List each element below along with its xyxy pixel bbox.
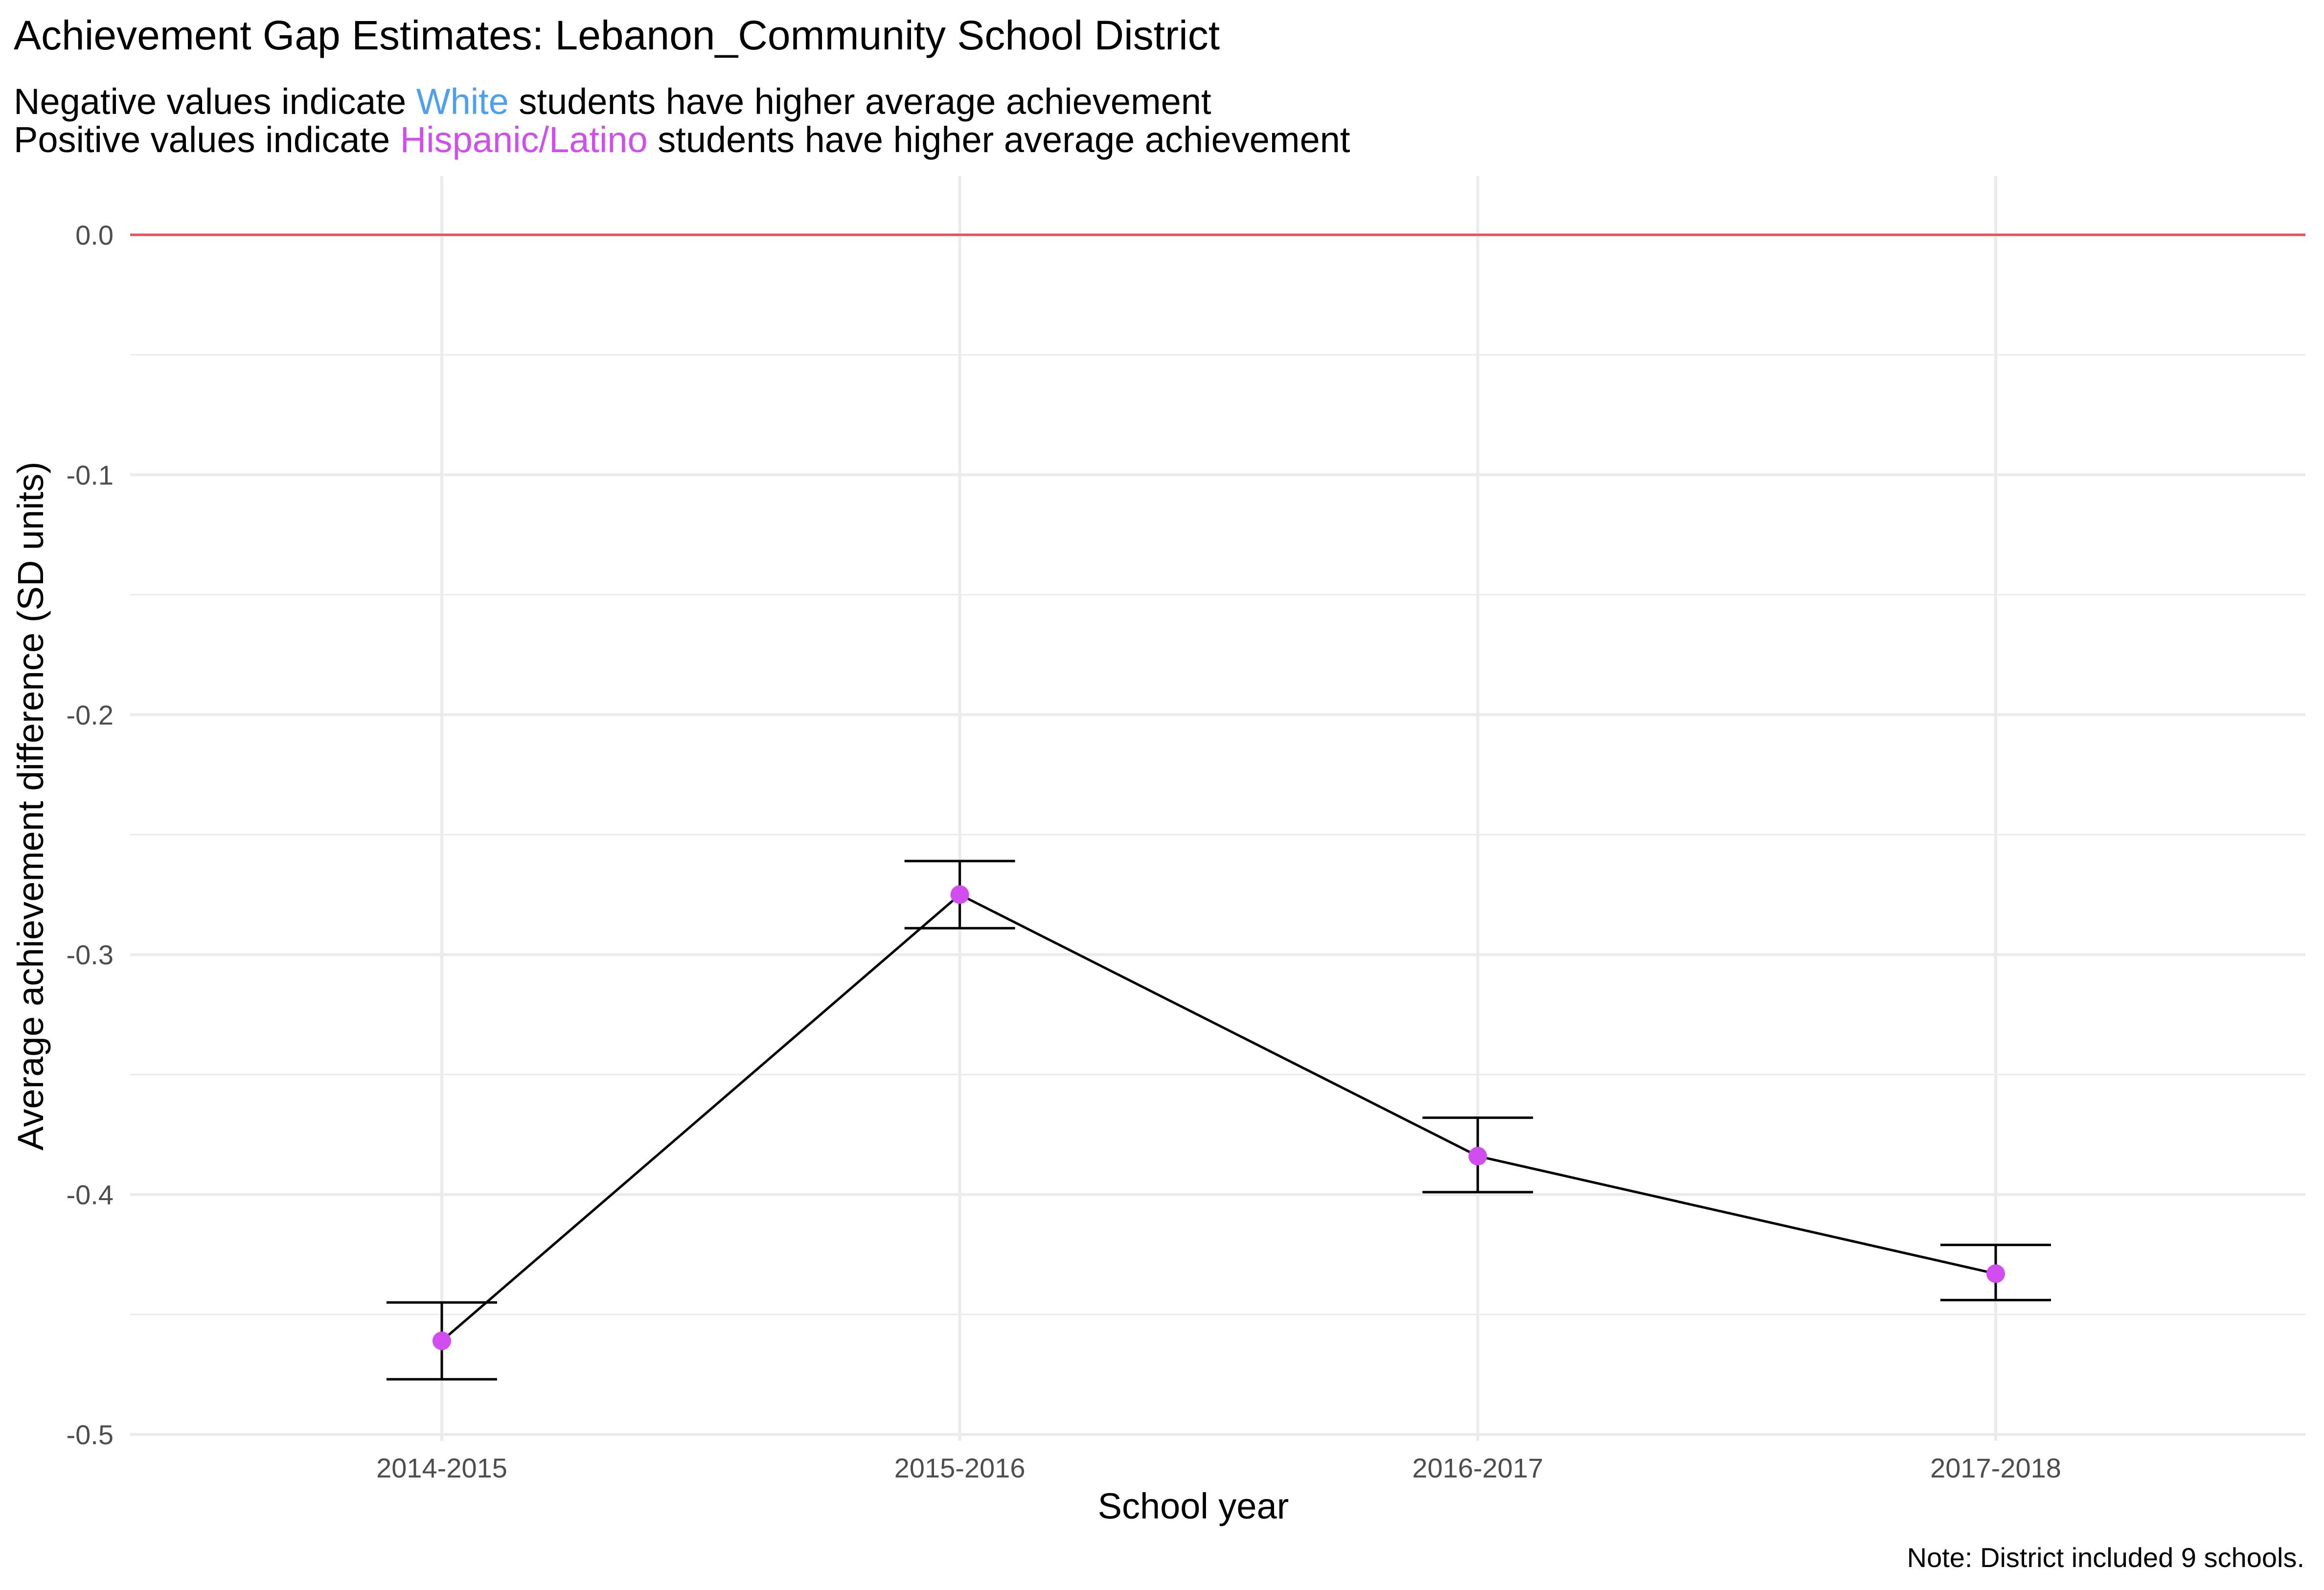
caption-note: Note: District included 9 schools. — [1907, 1542, 2304, 1573]
subtitle-line-1-prefix: Negative values indicate — [14, 81, 416, 122]
chart-title: Achievement Gap Estimates: Lebanon_Commu… — [14, 12, 1220, 58]
y-tick-label: -0.1 — [67, 459, 114, 490]
y-tick-label: -0.3 — [67, 939, 114, 970]
y-axis-title: Average achievement difference (SD units… — [10, 461, 51, 1150]
subtitle-line-2-suffix: students have higher average achievement — [647, 119, 1350, 160]
x-tick-label: 2016-2017 — [1412, 1453, 1543, 1483]
y-tick-label: 0.0 — [75, 220, 114, 250]
x-axis-title: School year — [1098, 1486, 1289, 1526]
series-line — [441, 893, 1996, 1342]
subtitle-line-2-prefix: Positive values indicate — [14, 119, 400, 160]
y-tick-label: -0.4 — [67, 1180, 114, 1210]
error-bars — [387, 860, 2051, 1381]
x-tick-label: 2017-2018 — [1930, 1453, 2061, 1483]
data-point — [1468, 1147, 1487, 1166]
major-gridlines — [130, 176, 2305, 1441]
white-group-label: White — [416, 81, 509, 122]
x-tick-label: 2014-2015 — [376, 1453, 507, 1483]
data-point — [950, 885, 969, 904]
y-tick-label: -0.2 — [67, 700, 114, 730]
y-tick-label: -0.5 — [67, 1419, 114, 1450]
x-axis-ticks: 2014-2015 2015-2016 2016-2017 2017-2018 — [376, 1453, 2061, 1483]
data-point — [1986, 1264, 2005, 1283]
hispanic-group-label: Hispanic/Latino — [400, 119, 648, 160]
subtitle-line-2: Positive values indicate Hispanic/Latino… — [14, 120, 1350, 159]
x-tick-label: 2015-2016 — [894, 1453, 1025, 1483]
subtitle-line-1-suffix: students have higher average achievement — [508, 81, 1211, 122]
subtitle-line-1: Negative values indicate White students … — [14, 82, 1211, 121]
gap-trend-line — [441, 893, 1996, 1342]
y-axis-ticks: 0.0 -0.1 -0.2 -0.3 -0.4 -0.5 — [67, 220, 114, 1450]
minor-gridlines — [130, 354, 2305, 1316]
data-points — [433, 885, 2005, 1350]
data-point — [433, 1331, 451, 1350]
